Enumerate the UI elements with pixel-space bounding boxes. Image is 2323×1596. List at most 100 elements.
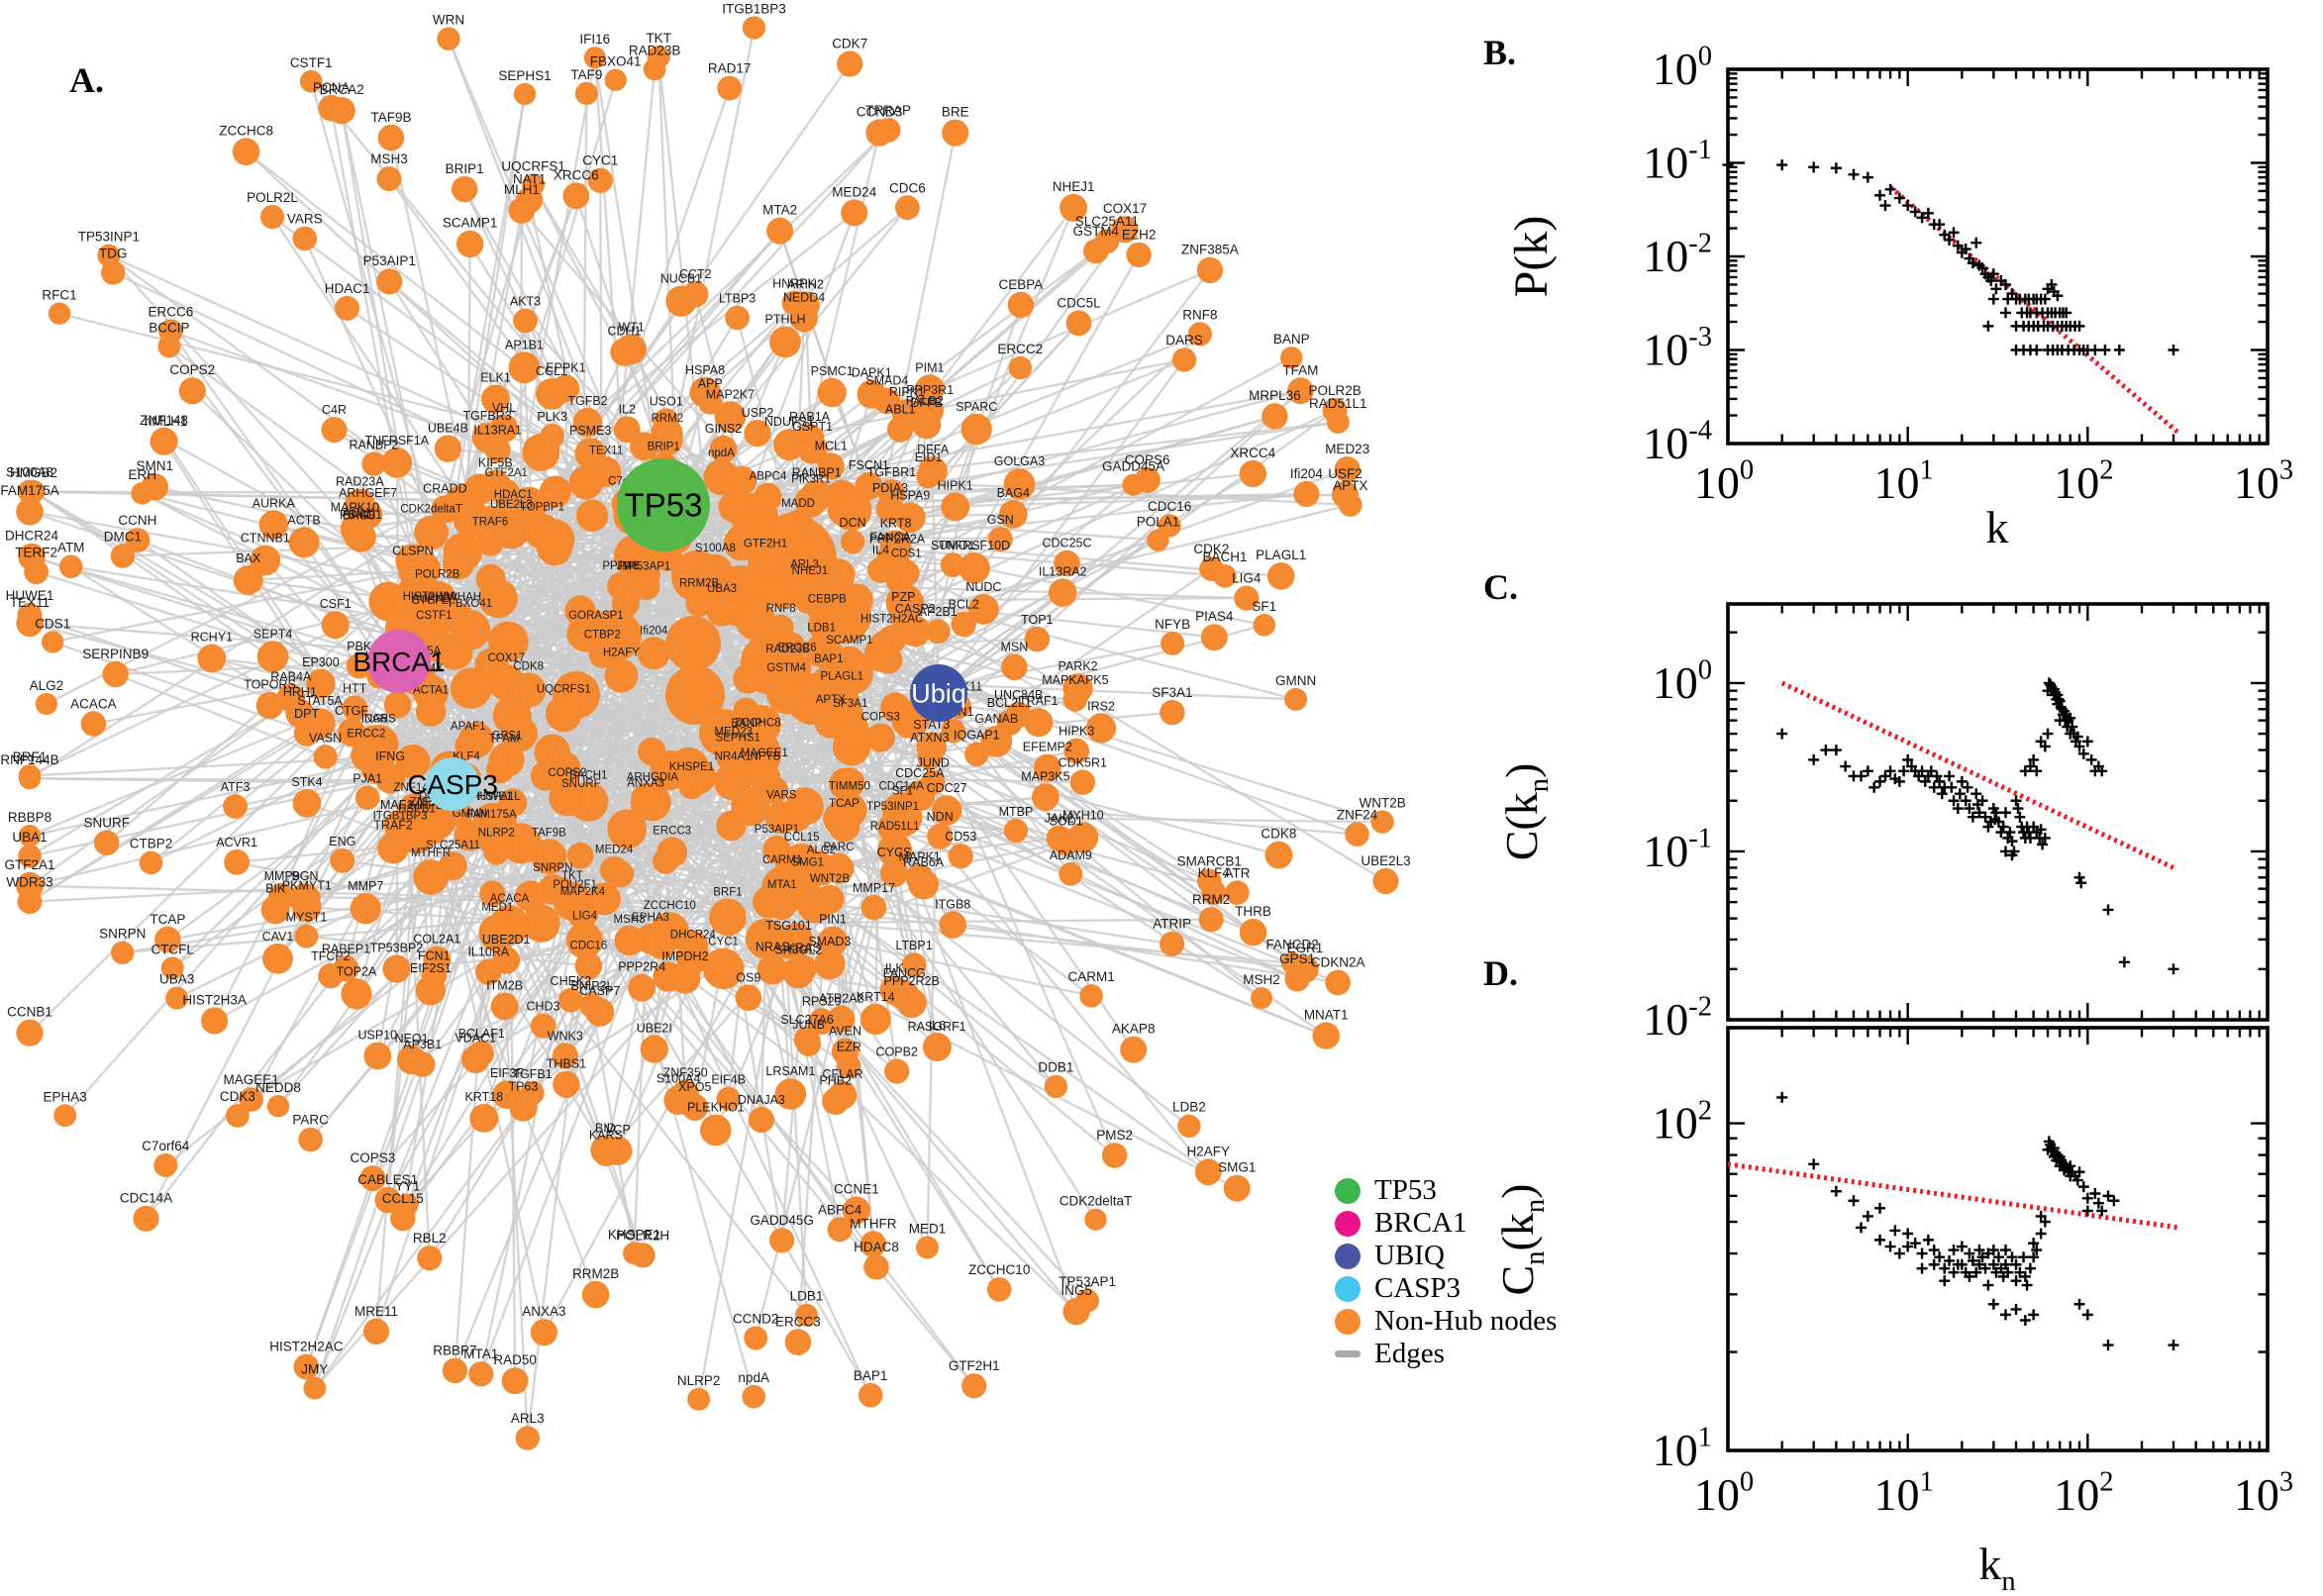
svg-text:HDAC1: HDAC1 [494,489,533,501]
svg-text:DFFB: DFFB [910,396,943,410]
legend-label: Edges [1374,1338,1445,1369]
axis-tick-labels: 100 10-1 10-2 [1643,655,1712,1045]
svg-text:PPP4C: PPP4C [602,560,640,572]
svg-text:KIF5B: KIF5B [478,456,513,470]
svg-text:SLC27A6: SLC27A6 [780,1013,834,1027]
svg-text:WT1: WT1 [618,320,644,334]
legend-item-edges: Edges [1335,1338,1557,1370]
svg-text:MYST1: MYST1 [286,911,328,925]
power-law-fit-line [1780,680,2175,870]
svg-text:GTF2A1: GTF2A1 [4,857,54,872]
svg-text:UBA1: UBA1 [12,830,47,845]
svg-text:RAB1A: RAB1A [789,410,831,424]
svg-text:HIPK1: HIPK1 [938,478,973,492]
svg-text:CFLAR: CFLAR [823,1067,863,1081]
svg-text:ANXA3: ANXA3 [522,1304,565,1319]
svg-text:BGN: BGN [291,869,318,883]
svg-text:LRSAM1: LRSAM1 [765,1064,815,1078]
svg-text:CDK2: CDK2 [1193,542,1229,556]
svg-text:NEO1: NEO1 [395,1032,429,1046]
svg-text:TGFB2: TGFB2 [567,394,607,408]
svg-text:Ifi204: Ifi204 [1290,466,1324,481]
svg-text:SF1: SF1 [892,786,913,798]
svg-text:IFNG: IFNG [375,749,405,763]
svg-text:ATXN3: ATXN3 [910,731,949,745]
svg-text:RAD23A: RAD23A [336,475,384,489]
svg-text:P53AIP1: P53AIP1 [755,824,799,836]
svg-text:C7orf64: C7orf64 [142,1139,190,1153]
svg-text:RRM2: RRM2 [652,413,684,425]
svg-text:BCL2: BCL2 [949,598,979,612]
svg-text:PIK3R1: PIK3R1 [791,473,831,485]
tp53-swatch-icon [1335,1177,1361,1204]
svg-text:PBK: PBK [347,640,372,653]
scatter-points [1722,159,2179,355]
svg-text:MED24: MED24 [595,845,634,856]
svg-text:CDKN2A: CDKN2A [1311,955,1365,970]
svg-text:UQCRFS1: UQCRFS1 [501,159,565,174]
svg-text:PIM1: PIM1 [915,360,944,374]
svg-text:ATF3: ATF3 [221,780,251,794]
svg-text:VCP: VCP [605,1123,631,1137]
svg-text:ITM2B: ITM2B [486,979,523,993]
svg-text:PARC: PARC [823,842,854,853]
svg-text:BCL2L1: BCL2L1 [987,696,1032,710]
svg-text:USP2: USP2 [742,406,774,420]
svg-text:PPP3R1: PPP3R1 [906,383,954,397]
svg-text:MTHFR: MTHFR [850,1216,896,1231]
svg-text:MMP7: MMP7 [348,879,383,893]
svg-text:DHCR24: DHCR24 [670,930,717,942]
svg-text:COPB2: COPB2 [876,1045,918,1058]
svg-text:CASP2: CASP2 [895,602,936,616]
svg-text:DMC1: DMC1 [104,529,142,544]
svg-text:ITGB1BP3: ITGB1BP3 [722,1,786,16]
svg-text:LTBP3: LTBP3 [719,292,756,306]
panel-d-label: D. [1483,953,1518,993]
svg-text:MAP3K5: MAP3K5 [1021,769,1069,783]
svg-text:BRIP1: BRIP1 [648,442,680,453]
svg-text:SNURF: SNURF [83,816,130,831]
svg-text:TSG101: TSG101 [765,919,812,933]
svg-text:UBE2L3: UBE2L3 [490,499,533,511]
svg-text:NDN: NDN [927,810,954,824]
svg-text:APTX: APTX [816,694,846,706]
svg-text:MRPL36: MRPL36 [1249,388,1301,403]
svg-text:RPS29: RPS29 [802,994,842,1008]
svg-text:FANCD2: FANCD2 [1265,938,1318,952]
svg-text:hMLH1: hMLH1 [145,414,188,429]
svg-text:MED24: MED24 [832,184,877,199]
svg-text:CYC1: CYC1 [708,937,739,948]
svg-text:CASP3: CASP3 [407,769,498,800]
svg-text:MSH2: MSH2 [1243,972,1280,987]
svg-text:VASN: VASN [309,731,342,745]
svg-text:GADD45G: GADD45G [750,1213,814,1228]
svg-text:GTF2H1: GTF2H1 [949,1358,1000,1373]
svg-text:CTGF: CTGF [335,704,368,718]
legend-label: UBIQ [1374,1240,1445,1271]
svg-text:CHEK2: CHEK2 [551,974,592,988]
svg-text:EPHA3: EPHA3 [632,912,669,924]
svg-text:GORASP1: GORASP1 [568,610,624,622]
svg-text:POU2F1: POU2F1 [553,879,597,891]
svg-text:MNAT1: MNAT1 [1304,1007,1349,1022]
svg-text:RABEP1: RABEP1 [322,942,370,955]
svg-text:EGR1: EGR1 [1287,941,1324,955]
svg-text:POLR2B: POLR2B [1308,383,1361,398]
svg-text:CHD3: CHD3 [526,1000,559,1014]
svg-text:RFC1: RFC1 [42,288,76,303]
svg-text:MAF1: MAF1 [380,798,413,812]
svg-text:ENG: ENG [329,835,355,848]
svg-text:NHEJ1: NHEJ1 [1053,179,1095,194]
svg-text:TRAF6: TRAF6 [472,517,508,529]
svg-text:FANCA: FANCA [869,530,911,544]
svg-text:VARS: VARS [766,790,797,802]
svg-text:APTX: APTX [1333,478,1367,493]
svg-text:GANAB: GANAB [974,712,1018,726]
legend-label: Non-Hub nodes [1374,1305,1558,1337]
svg-text:101: 101 [1874,1467,1934,1520]
svg-text:JAK2: JAK2 [1045,812,1074,826]
svg-text:JMY: JMY [617,560,640,572]
svg-text:ATM: ATM [57,541,85,555]
svg-text:TIMM50: TIMM50 [829,781,870,793]
svg-text:GPS1: GPS1 [492,731,523,743]
